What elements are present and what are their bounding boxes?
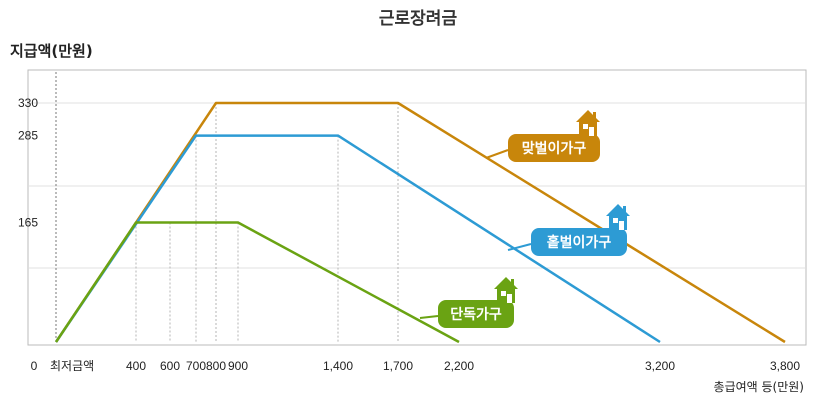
x-min-label: 최저금액: [50, 359, 94, 373]
house-icon: [494, 277, 518, 303]
x-tick-label: 900: [228, 359, 248, 373]
x-tick-labels: 0 400 600 700 800 900 1,400 1,700 2,200 3,200 3,80…: [31, 359, 801, 373]
badge-box: [438, 300, 514, 328]
series-line: [54, 221, 460, 344]
x-tick-label: 1,400: [323, 359, 353, 373]
x-axis-label: 총급여액 등(만원): [714, 380, 804, 394]
badge-box: [531, 228, 627, 256]
y-axis-label: 지급액(만원): [10, 42, 93, 60]
y-tick-label: 285: [18, 129, 38, 143]
x-tick-label: 600: [160, 359, 180, 373]
y-tick-label: 165: [18, 216, 38, 230]
legend-label: 맞벌이가구: [522, 140, 587, 157]
x-tick-label: 400: [126, 359, 146, 373]
series-group: [54, 101, 786, 344]
legend-badge: 홑벌이가구: [507, 204, 630, 256]
badge-pointer: [419, 315, 439, 319]
badge-pointer: [507, 243, 532, 251]
x-tick-label: 700: [186, 359, 206, 373]
y-tick-labels: 165 285 330: [18, 96, 38, 230]
badge-box: [508, 134, 600, 162]
x-tick-label: 800: [206, 359, 226, 373]
y-tick-label: 330: [18, 96, 38, 110]
x-tick-label: 3,800: [770, 359, 800, 373]
x-tick-label: 0: [31, 359, 38, 373]
x-tick-label: 3,200: [645, 359, 675, 373]
chart-title: 근로장려금: [379, 9, 458, 29]
house-icon: [576, 110, 600, 136]
guide-lines: [135, 103, 399, 342]
x-tick-label: 1,700: [383, 359, 413, 373]
house-icon: [606, 204, 630, 230]
x-tick-label: 2,200: [444, 359, 474, 373]
badge-pointer: [485, 149, 509, 159]
legend-badge: 맞벌이가구: [485, 110, 600, 162]
legend-badge: 단독가구: [419, 277, 518, 328]
legend-label: 단독가구: [450, 306, 502, 323]
legend-label: 홑벌이가구: [547, 234, 612, 251]
